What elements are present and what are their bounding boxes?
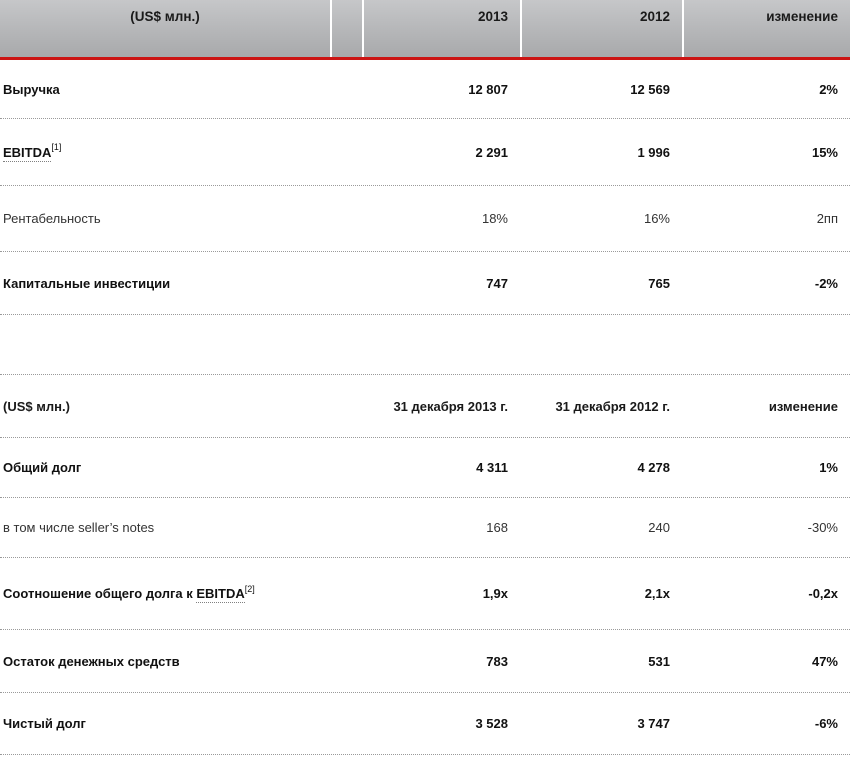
table1-body: Выручка 12 807 12 569 2% EBITDA[1] 2 291…	[0, 60, 850, 315]
table1-header-change-label: изменение	[766, 9, 838, 24]
value-change: -30%	[807, 520, 838, 535]
value-2013: 1,9x	[482, 586, 508, 601]
red-divider	[0, 57, 850, 60]
value-2013: 168	[486, 520, 508, 535]
value-2013: 2 291	[475, 144, 508, 160]
value-2012: 2,1x	[644, 586, 670, 601]
debt-position-table: (US$ млн.) 31 декабря 2013 г. 31 декабря…	[0, 374, 850, 755]
value-2012: 531	[648, 653, 670, 669]
value-change: 47%	[811, 653, 838, 669]
table2-header-date-2012: 31 декабря 2012 г.	[555, 398, 670, 414]
footnote-marker: [1]	[51, 142, 62, 153]
value-change: 15%	[811, 144, 838, 160]
value-2013: 4 311	[476, 460, 508, 475]
table-row-debt-to-ebitda: Соотношение общего долга к EBITDA[2] 1,9…	[0, 558, 850, 630]
value-2012: 240	[648, 520, 670, 535]
table-row-revenue: Выручка 12 807 12 569 2%	[0, 60, 850, 119]
row-label: Выручка	[3, 81, 60, 97]
table2-header-date-2013: 31 декабря 2013 г.	[393, 398, 508, 414]
value-2013: 783	[486, 653, 508, 669]
row-label: Остаток денежных средств	[3, 653, 180, 669]
value-2013: 747	[486, 275, 508, 291]
table1-unit-header-cell: (US$ млн.)	[0, 0, 330, 57]
ebitda-footnote-link[interactable]: EBITDA	[3, 144, 52, 162]
table1-header-2013: 2013	[364, 0, 520, 57]
value-change: 2%	[819, 81, 838, 97]
table1-header-2012: 2012	[522, 0, 682, 57]
table2-unit-label: (US$ млн.)	[3, 398, 70, 414]
table2-body: Общий долг 4 311 4 278 1% в том числе se…	[0, 438, 850, 755]
row-label: EBITDA[1]	[0, 142, 362, 162]
table-row-margin: Рентабельность 18% 16% 2пп	[0, 186, 850, 252]
row-label: Рентабельность	[3, 211, 101, 226]
table2-header-row: (US$ млн.) 31 декабря 2013 г. 31 декабря…	[0, 374, 850, 438]
value-2012: 1 996	[637, 144, 670, 160]
value-2012: 12 569	[630, 81, 670, 97]
table1-unit-label: (US$ млн.)	[130, 9, 200, 24]
table-row-capex: Капитальные инвестиции 747 765 -2%	[0, 252, 850, 315]
row-label-text: Соотношение общего долга к	[3, 586, 197, 601]
key-financials-table: (US$ млн.) 2013 2012 изменение Выручка 1…	[0, 0, 850, 315]
value-change: -2%	[814, 275, 838, 291]
ebitda-footnote-link[interactable]: EBITDA	[196, 586, 245, 603]
value-2012: 16%	[643, 211, 670, 226]
row-label: Капитальные инвестиции	[3, 275, 171, 291]
table-row-total-debt: Общий долг 4 311 4 278 1%	[0, 438, 850, 498]
table-row-cash-balance: Остаток денежных средств 783 531 47%	[0, 630, 850, 693]
value-change: 1%	[819, 460, 838, 475]
row-label: в том числе seller’s notes	[3, 520, 155, 535]
row-label: Общий долг	[3, 460, 82, 475]
table1-header-2013-label: 2013	[477, 9, 508, 24]
value-2012: 4 278	[637, 460, 670, 475]
value-change: 2пп	[816, 211, 838, 226]
table2-header-change: изменение	[768, 398, 838, 414]
row-label: Соотношение общего долга к EBITDA[2]	[0, 583, 362, 603]
table-row-net-debt: Чистый долг 3 528 3 747 -6%	[0, 693, 850, 755]
value-2013: 3 528	[475, 716, 508, 731]
table-row-ebitda: EBITDA[1] 2 291 1 996 15%	[0, 119, 850, 186]
value-2012: 3 747	[637, 716, 670, 731]
value-change: -0,2x	[808, 586, 838, 601]
table-row-sellers-notes: в том числе seller’s notes 168 240 -30%	[0, 498, 850, 558]
table1-header-row: (US$ млн.) 2013 2012 изменение	[0, 0, 850, 57]
footnote-marker: [2]	[244, 583, 255, 594]
value-2013: 18%	[481, 211, 508, 226]
value-change: -6%	[814, 716, 838, 731]
value-2013: 12 807	[468, 81, 508, 97]
table1-header-2012-label: 2012	[639, 9, 670, 24]
table1-header-change: изменение	[684, 0, 850, 57]
tables-gap	[0, 315, 850, 374]
row-label: Чистый долг	[3, 716, 86, 731]
table1-header-spacer-cell	[332, 0, 362, 57]
value-2012: 765	[648, 275, 670, 291]
